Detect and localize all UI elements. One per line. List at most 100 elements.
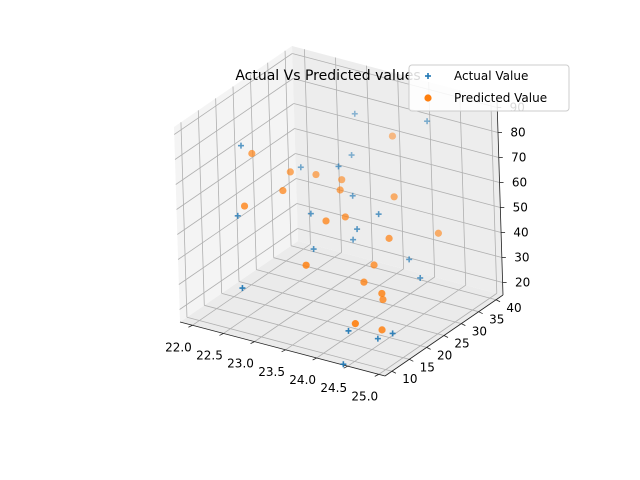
z-gridline <box>297 228 503 283</box>
actual-value-point <box>406 256 413 263</box>
y-gridline <box>238 281 445 336</box>
y-tick <box>426 347 431 350</box>
actual-value-point <box>345 327 352 334</box>
y-tick-label: 40 <box>506 301 521 315</box>
z-tick-label: 50 <box>513 201 528 215</box>
y-tick <box>478 311 483 315</box>
x-tick-label: 23.0 <box>227 357 254 371</box>
legend-marker-predicted <box>424 94 432 102</box>
z-tick-label: 40 <box>513 226 528 240</box>
legend: Actual Value Predicted Value <box>408 64 570 112</box>
z-gridline <box>177 178 297 260</box>
actual-value-point <box>354 226 361 233</box>
actual-value-point <box>417 274 424 281</box>
y-tick <box>495 299 501 303</box>
predicted-value-point <box>378 326 386 334</box>
actual-value-point <box>374 335 381 342</box>
x-tick-label: 22.5 <box>196 348 223 362</box>
legend-marker-actual <box>425 73 431 79</box>
y-tick <box>391 370 397 374</box>
actual-value-point <box>351 110 358 117</box>
y-gridline <box>290 245 497 301</box>
x-tick-label: 23.5 <box>258 365 285 379</box>
predicted-value-point <box>351 320 359 328</box>
z-gridline <box>174 78 294 160</box>
z-tick-label: 70 <box>511 151 526 165</box>
z-gridline <box>177 153 296 235</box>
x-tick <box>281 349 286 353</box>
y-tick-label: 30 <box>472 325 487 339</box>
y-gridline <box>221 293 427 348</box>
x-tick-label: 25.0 <box>351 389 378 403</box>
z-gridline <box>176 128 295 210</box>
z-gridline <box>296 203 502 258</box>
predicted-value-point <box>388 132 397 140</box>
predicted-value-point <box>385 234 393 242</box>
legend-label: Predicted Value <box>454 91 547 105</box>
y-tick <box>409 358 414 362</box>
predicted-value-point <box>338 176 346 184</box>
x-tick <box>343 365 348 369</box>
predicted-value-point <box>378 289 386 298</box>
actual-value-point <box>389 330 396 337</box>
y-tick-label: 10 <box>402 372 417 386</box>
actual-value-point <box>310 246 317 253</box>
y-tick-label: 25 <box>454 337 469 351</box>
predicted-value-point <box>379 295 387 304</box>
x-axis-line <box>179 321 386 377</box>
z-tick-label: 80 <box>510 126 525 140</box>
actual-value-point <box>350 236 357 243</box>
predicted-value-point <box>240 202 249 210</box>
z-gridline <box>179 228 298 310</box>
y-tick-label: 15 <box>420 360 435 374</box>
actual-value-point <box>349 192 356 199</box>
y-gridline <box>204 304 410 360</box>
y-tick <box>443 335 449 338</box>
x-tick <box>374 374 379 377</box>
x-tick-label: 22.0 <box>165 340 192 354</box>
axes-lines <box>179 99 507 377</box>
predicted-value-point <box>312 170 320 179</box>
actual-value-point <box>348 152 355 159</box>
axes-gridlines <box>174 49 503 375</box>
x-tick <box>188 324 193 328</box>
y-tick-label: 35 <box>489 313 504 327</box>
x-tick-label: 24.5 <box>320 381 347 395</box>
actual-value-point <box>237 142 244 149</box>
actual-value-point <box>375 211 382 218</box>
y-tick <box>461 323 466 326</box>
x-tick-label: 24.0 <box>289 373 316 387</box>
z-gridline <box>178 203 298 285</box>
z-gridline <box>294 128 500 183</box>
z-gridline <box>175 103 294 185</box>
predicted-value-point <box>286 168 294 176</box>
predicted-value-point <box>279 186 287 195</box>
legend-label: Actual Value <box>454 69 528 83</box>
predicted-value-point <box>248 149 256 158</box>
z-gridline <box>174 53 293 135</box>
predicted-value-point <box>302 261 310 269</box>
y-gridline <box>186 316 393 372</box>
z-tick-label: 30 <box>514 251 529 265</box>
predicted-value-point <box>322 217 330 225</box>
actual-value-point <box>307 210 314 217</box>
legend-box <box>408 64 570 112</box>
z-tick-label: 20 <box>515 276 530 290</box>
x-tick <box>250 341 255 344</box>
actual-value-point <box>340 361 347 368</box>
predicted-value-point <box>360 278 368 286</box>
z-gridline <box>293 103 499 158</box>
chart-title: Actual Vs Predicted values <box>235 68 420 84</box>
actual-value-point <box>234 212 241 219</box>
actual-value-point <box>297 164 304 171</box>
predicted-value-point <box>341 213 349 221</box>
z-gridline <box>292 78 499 133</box>
predicted-value-point <box>336 186 344 194</box>
x-tick <box>312 357 317 361</box>
actual-value-point <box>239 285 246 292</box>
x-tick <box>219 333 224 336</box>
z-gridline <box>295 178 502 233</box>
y-tick-label: 20 <box>437 348 452 362</box>
y-gridline <box>256 269 462 324</box>
